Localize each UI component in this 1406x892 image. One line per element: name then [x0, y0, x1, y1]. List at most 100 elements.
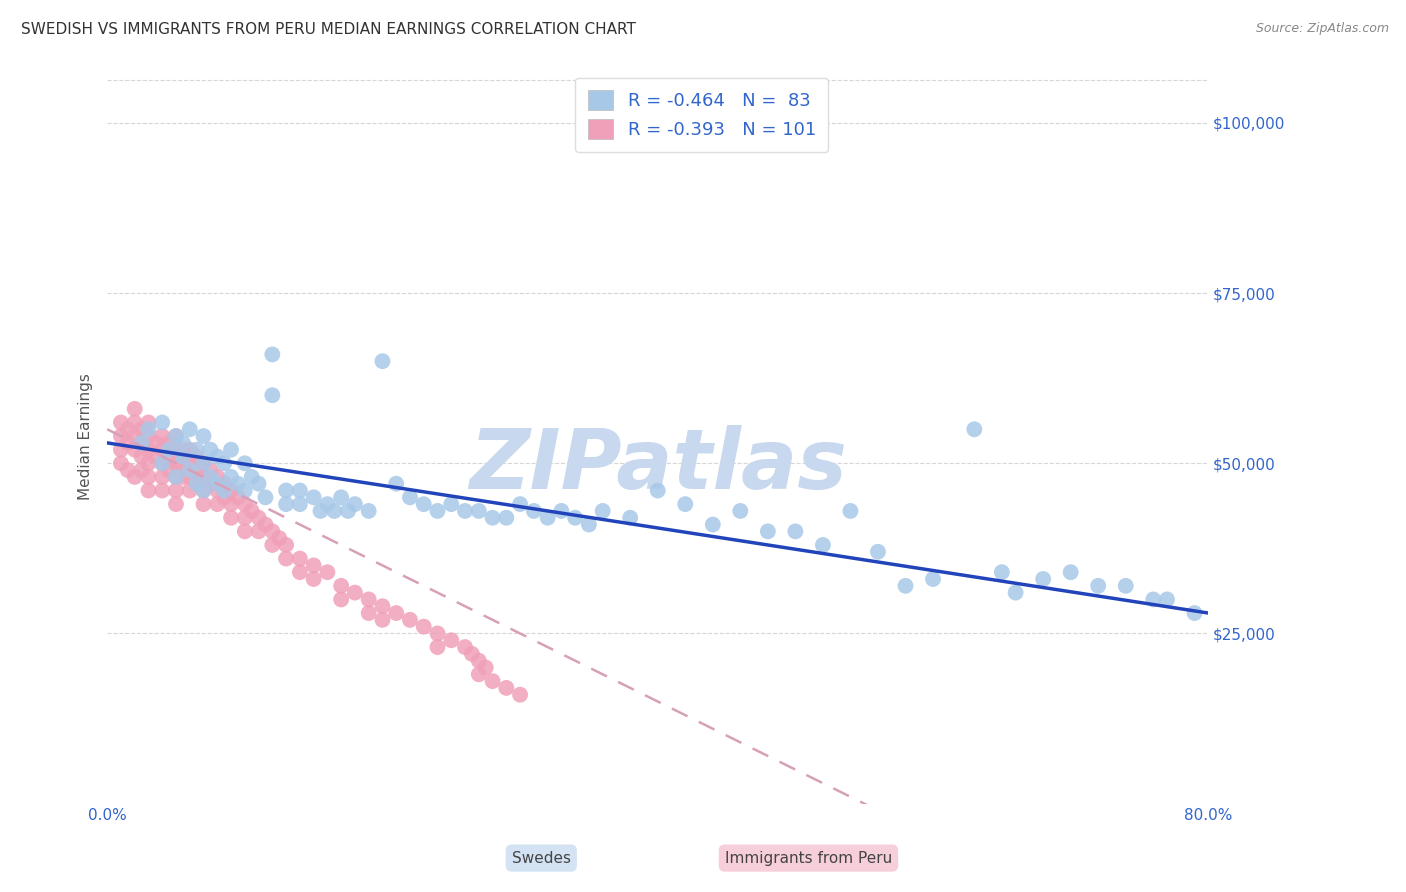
Point — [963, 422, 986, 436]
Point — [165, 497, 187, 511]
Point — [193, 483, 215, 498]
Point — [357, 504, 380, 518]
Point — [193, 456, 215, 470]
Point — [138, 483, 160, 498]
Point — [468, 667, 491, 681]
Point — [186, 476, 208, 491]
Point — [1142, 592, 1164, 607]
Point — [124, 401, 146, 416]
Text: Source: ZipAtlas.com: Source: ZipAtlas.com — [1256, 22, 1389, 36]
Point — [1060, 565, 1083, 579]
Point — [179, 463, 201, 477]
Point — [481, 510, 503, 524]
Point — [330, 579, 353, 593]
Point — [200, 476, 222, 491]
Point — [110, 416, 132, 430]
Point — [839, 504, 862, 518]
Point — [219, 442, 242, 457]
Point — [461, 647, 484, 661]
Point — [212, 476, 235, 491]
Point — [894, 579, 917, 593]
Point — [172, 435, 194, 450]
Point — [274, 497, 297, 511]
Point — [523, 504, 546, 518]
Point — [316, 565, 339, 579]
Point — [165, 442, 187, 457]
Legend: R = -0.464   N =  83, R = -0.393   N = 101: R = -0.464 N = 83, R = -0.393 N = 101 — [575, 78, 828, 152]
Point — [509, 688, 531, 702]
Point — [274, 538, 297, 552]
Point — [274, 483, 297, 498]
Point — [412, 497, 434, 511]
Point — [150, 456, 173, 470]
Point — [131, 435, 153, 450]
Point — [481, 674, 503, 689]
Point — [219, 497, 242, 511]
Text: SWEDISH VS IMMIGRANTS FROM PERU MEDIAN EARNINGS CORRELATION CHART: SWEDISH VS IMMIGRANTS FROM PERU MEDIAN E… — [21, 22, 636, 37]
Point — [219, 483, 242, 498]
Point — [138, 456, 160, 470]
Point — [495, 681, 517, 695]
Point — [165, 429, 187, 443]
Point — [179, 483, 201, 498]
Point — [212, 483, 235, 498]
Point — [288, 483, 311, 498]
Point — [117, 422, 139, 436]
Point — [138, 422, 160, 436]
Point — [186, 442, 208, 457]
Point — [131, 435, 153, 450]
Point — [357, 592, 380, 607]
Point — [157, 450, 180, 464]
Point — [337, 504, 360, 518]
Point — [165, 470, 187, 484]
Point — [399, 491, 422, 505]
Point — [509, 497, 531, 511]
Point — [399, 613, 422, 627]
Point — [756, 524, 779, 539]
Point — [240, 470, 263, 484]
Point — [991, 565, 1014, 579]
Point — [138, 442, 160, 457]
Point — [150, 442, 173, 457]
Point — [138, 416, 160, 430]
Point — [124, 429, 146, 443]
Point — [357, 606, 380, 620]
Point — [454, 640, 477, 654]
Point — [247, 476, 270, 491]
Point — [110, 442, 132, 457]
Point — [172, 456, 194, 470]
Point — [179, 470, 201, 484]
Point — [371, 354, 394, 368]
Point — [157, 435, 180, 450]
Point — [124, 416, 146, 430]
Point — [1087, 579, 1109, 593]
Point — [288, 497, 311, 511]
Point — [207, 483, 229, 498]
Point — [309, 504, 332, 518]
Point — [426, 640, 449, 654]
Text: Immigrants from Peru: Immigrants from Peru — [725, 851, 891, 865]
Point — [468, 504, 491, 518]
Point — [131, 463, 153, 477]
Point — [343, 585, 366, 599]
Point — [179, 422, 201, 436]
Point — [207, 497, 229, 511]
Point — [226, 476, 249, 491]
Point — [371, 613, 394, 627]
Point — [330, 592, 353, 607]
Point — [186, 450, 208, 464]
Point — [193, 497, 215, 511]
Point — [200, 470, 222, 484]
Point — [316, 497, 339, 511]
Point — [474, 660, 496, 674]
Point — [219, 510, 242, 524]
Point — [193, 483, 215, 498]
Point — [647, 483, 669, 498]
Point — [110, 456, 132, 470]
Point — [426, 626, 449, 640]
Point — [110, 429, 132, 443]
Point — [207, 470, 229, 484]
Point — [302, 491, 325, 505]
Point — [207, 450, 229, 464]
Point — [150, 470, 173, 484]
